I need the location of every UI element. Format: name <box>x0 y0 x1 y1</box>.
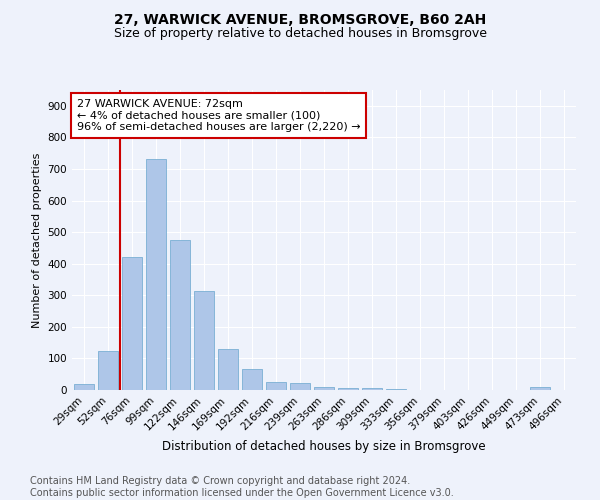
Bar <box>242 370 262 390</box>
Bar <box>362 388 382 390</box>
Bar <box>530 388 550 390</box>
Bar <box>98 350 118 390</box>
Bar <box>314 387 334 390</box>
Text: 27, WARWICK AVENUE, BROMSGROVE, B60 2AH: 27, WARWICK AVENUE, BROMSGROVE, B60 2AH <box>114 12 486 26</box>
X-axis label: Distribution of detached houses by size in Bromsgrove: Distribution of detached houses by size … <box>162 440 486 453</box>
Text: 27 WARWICK AVENUE: 72sqm
← 4% of detached houses are smaller (100)
96% of semi-d: 27 WARWICK AVENUE: 72sqm ← 4% of detache… <box>77 99 361 132</box>
Bar <box>290 383 310 390</box>
Bar <box>218 349 238 390</box>
Bar <box>146 160 166 390</box>
Bar <box>122 258 142 390</box>
Bar <box>266 382 286 390</box>
Bar <box>170 240 190 390</box>
Bar <box>194 290 214 390</box>
Text: Size of property relative to detached houses in Bromsgrove: Size of property relative to detached ho… <box>113 28 487 40</box>
Bar <box>74 384 94 390</box>
Bar <box>338 388 358 390</box>
Y-axis label: Number of detached properties: Number of detached properties <box>32 152 42 328</box>
Text: Contains HM Land Registry data © Crown copyright and database right 2024.
Contai: Contains HM Land Registry data © Crown c… <box>30 476 454 498</box>
